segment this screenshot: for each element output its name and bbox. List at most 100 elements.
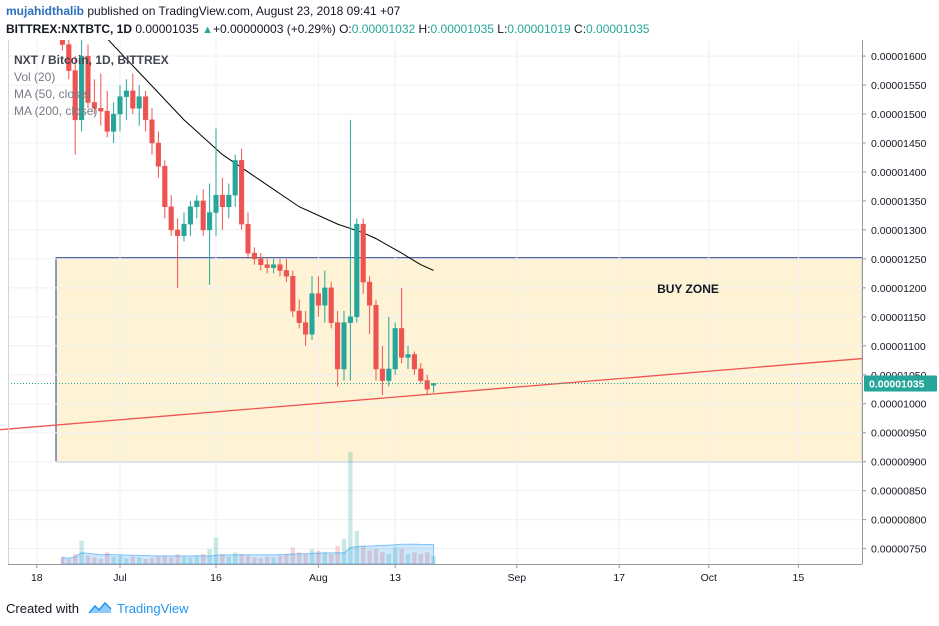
volume-bar [329,554,334,564]
volume-bar [341,539,347,564]
candle [226,183,232,219]
candle-body [303,322,309,335]
volume-bar [73,554,78,564]
candle-body [232,160,238,196]
volume-bar [290,547,295,564]
candle-body [187,206,193,225]
candle-body [219,194,225,207]
candle [335,311,341,387]
volume-bar [98,559,103,564]
candle-body [143,96,149,121]
volume-bar [85,555,91,564]
buy-zone-label: BUY ZONE [657,282,719,296]
candle-body [130,90,136,109]
candle [431,383,437,393]
candle [258,253,264,271]
price-tick-label: 0.00001600 [871,51,927,63]
volume-bar [303,554,308,564]
tradingview-logo-icon[interactable] [88,600,112,616]
candle-body [85,55,91,103]
volume-bar [156,556,161,564]
volume-bar [233,552,238,564]
candle [117,85,123,132]
candle [315,276,321,317]
volume-bar [335,545,340,564]
volume-bar [380,552,385,564]
candle [143,90,149,132]
candle-body [379,368,385,381]
volume-bar [265,556,270,564]
open-label: O: [339,22,352,36]
candle-body [162,165,168,207]
candle-body [181,223,187,236]
candle [85,44,91,109]
time-tick-label: 15 [793,572,805,584]
candle-body [405,354,411,358]
trend-line [0,357,863,431]
volume-bar [361,545,366,564]
current-price-badge [864,375,937,392]
candle-body [117,96,123,115]
candle-body [123,90,129,97]
candle [162,160,168,219]
candle [59,21,65,51]
candle-body [290,276,296,312]
candle-body [271,264,277,268]
volume-bar [194,555,199,564]
volume-bar [252,557,257,564]
price-tick-label: 0.00000950 [871,428,927,440]
volume-bar [316,550,321,564]
candle-body [424,380,430,390]
candle [219,177,225,230]
candle-body [200,200,206,231]
chart-header: mujahidthalib published on TradingView.c… [0,0,939,40]
volume-bar [188,557,193,564]
volume-bar [226,556,231,564]
candle [277,258,283,277]
ma-50-line [106,38,434,271]
candle [341,311,347,381]
volume-bar [92,557,97,564]
volume-bar [309,549,315,564]
volume-bar [181,556,187,564]
candle [232,154,238,207]
volume-bar [297,552,302,564]
volume-bar [124,558,129,564]
candle-body [315,293,321,306]
candle-body [328,287,334,323]
chart-area[interactable]: BUY ZONE NXT / Bitcoin, 1D, BITTREX Vol (2… [0,21,939,590]
time-tick-label: 13 [389,572,401,584]
up-triangle-icon: ▲ [202,24,213,36]
tradingview-brand-link[interactable]: TradingView [117,601,189,616]
candle-body [418,368,424,381]
volume-bar [277,555,283,564]
candle [399,287,405,364]
candle [367,276,373,335]
candle-body [264,264,270,268]
published-text: published on TradingView.com, August 23,… [87,4,401,18]
price-tick-label: 0.00001300 [871,225,927,237]
volume-bar [348,451,353,564]
candle-body [251,252,257,260]
volume-bar [169,557,174,564]
volume-bar [354,530,359,564]
price-tick-label: 0.00000900 [871,457,927,469]
volume-bar [239,554,244,564]
price-tick-label: 0.00001100 [871,341,926,353]
author-link[interactable]: mujahidthalib [6,4,84,18]
price-chart[interactable]: BUY ZONE NXT / Bitcoin, 1D, BITTREX Vol (2… [0,21,939,590]
candle-body [104,110,110,132]
candle [418,363,424,384]
time-tick-label: Aug [309,572,328,584]
volume-bar [245,555,251,564]
volume-bar [386,554,391,564]
price-tick-label: 0.00001350 [871,196,927,208]
candle-body [431,383,437,386]
volume-bar [284,554,289,564]
candle [373,299,379,381]
volume-bar [149,558,155,564]
legend-ma200: MA (200, close) [14,104,97,118]
volume-bar [111,556,116,564]
price-tick-label: 0.00001500 [871,109,927,121]
candle-body [360,223,366,283]
